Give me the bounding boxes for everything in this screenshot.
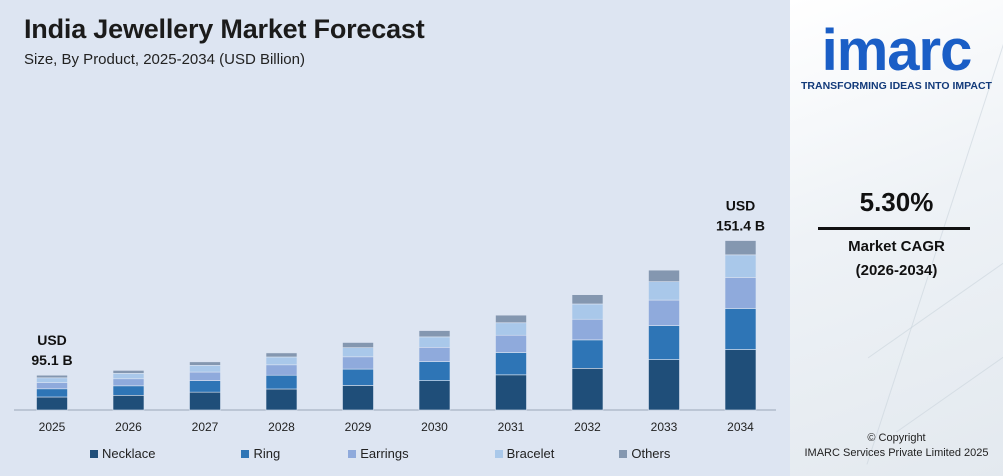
cagr-value: 5.30%: [859, 187, 934, 217]
bar-necklace-2033: [648, 359, 680, 411]
side-panel: imarc TRANSFORMING IDEAS INTO IMPACT 5.3…: [790, 0, 1003, 476]
x-tick-label-2027: 2027: [192, 420, 219, 434]
legend-item-bracelet: Bracelet: [494, 446, 555, 461]
legend-label-earrings: Earrings: [360, 446, 409, 461]
bar-necklace-2027: [189, 391, 221, 411]
cagr-divider: [818, 227, 970, 230]
bar-others-2026: [112, 370, 145, 374]
copyright-text: © Copyright: [867, 432, 926, 444]
legend-swatch-ring: [241, 449, 250, 458]
bar-ring-2030: [418, 361, 451, 381]
bar-earrings-2030: [418, 347, 451, 362]
bar-ring-2031: [495, 352, 527, 376]
legend-swatch-bracelet: [494, 449, 503, 458]
legend-item-ring: Ring: [241, 446, 280, 461]
bar-necklace-2030: [418, 380, 451, 411]
copyright-org: IMARC Services Private Limited 2025: [804, 447, 989, 459]
bar-earrings-2026: [112, 378, 145, 387]
bar-others-2032: [571, 294, 604, 305]
x-tick-label-2031: 2031: [498, 420, 525, 434]
bar-earrings-2033: [648, 299, 680, 326]
bar-necklace-2025: [36, 396, 68, 411]
bar-ring-2025: [36, 388, 68, 398]
bar-earrings-2029: [342, 356, 374, 370]
legend-item-earrings: Earrings: [348, 446, 409, 461]
bar-bracelet-2032: [571, 303, 604, 320]
legend-label-necklace: Necklace: [102, 446, 156, 461]
bar-bracelet-2028: [265, 356, 298, 366]
stacked-bar-chart: 2025 2026 2027 2028 2029 2030 2031 2032 2033 2034…: [14, 198, 776, 434]
data-label-2034-2: 151.4 B: [716, 218, 765, 234]
bar-others-2025: [36, 374, 68, 379]
bar-bracelet-2026: [112, 373, 145, 380]
chart-panel: 2025 2026 2027 2028 2029 2030 2031 2032 2033 2034…: [0, 0, 790, 476]
bar-ring-2032: [571, 339, 604, 369]
x-tick-label-2034: 2034: [727, 420, 754, 434]
bar-ring-2028: [265, 374, 298, 390]
bar-earrings-2028: [265, 364, 298, 376]
x-tick-label-2032: 2032: [574, 420, 601, 434]
bar-others-2027: [189, 361, 221, 366]
bar-necklace-2032: [571, 368, 604, 411]
bar-others-2030: [418, 330, 451, 338]
bar-bracelet-2029: [342, 347, 374, 358]
bar-earrings-2032: [571, 318, 604, 341]
bar-necklace-2026: [112, 395, 145, 411]
legend-swatch-earrings: [348, 449, 357, 458]
legend-label-others: Others: [631, 446, 671, 461]
bar-earrings-2027: [189, 371, 221, 381]
bar-ring-2033: [648, 325, 680, 360]
x-tick-label-2030: 2030: [421, 420, 448, 434]
legend-label-ring: Ring: [253, 446, 281, 461]
data-label-2034-1: USD: [726, 198, 756, 214]
bar-ring-2034: [724, 308, 757, 350]
bar-ring-2029: [342, 368, 374, 386]
bar-earrings-2031: [495, 334, 527, 353]
legend-item-necklace: Necklace: [90, 446, 155, 461]
legend-item-others: Others: [619, 446, 670, 461]
bar-others-2029: [342, 342, 374, 348]
bar-ring-2027: [189, 380, 221, 393]
data-label-2025-1: USD: [37, 332, 67, 348]
bar-others-2034: [724, 240, 757, 256]
bar-others-2028: [265, 352, 298, 358]
bar-earrings-2034: [724, 277, 757, 309]
bar-earrings-2025: [36, 382, 68, 390]
decorative-line: [867, 242, 1003, 359]
bar-bracelet-2027: [189, 365, 221, 373]
bar-bracelet-2031: [495, 322, 527, 336]
bar-necklace-2029: [342, 385, 374, 411]
legend-swatch-necklace: [90, 449, 98, 458]
chart-legend: Necklace Ring Earrings Bracelet Others: [90, 446, 670, 461]
x-tick-label-2029: 2029: [345, 420, 372, 434]
x-tick-label-2026: 2026: [115, 420, 142, 434]
bar-ring-2026: [112, 385, 145, 396]
bar-necklace-2034: [724, 349, 757, 411]
legend-label-bracelet: Bracelet: [506, 446, 555, 461]
cagr-label: Market CAGR: [848, 238, 945, 255]
data-label-2025-2: 95.1 B: [31, 352, 72, 368]
cagr-period: (2026-2034): [855, 262, 938, 279]
legend-swatch-others: [619, 449, 628, 458]
chart-title: India Jewellery Market Forecast: [24, 14, 425, 44]
brand-tagline: TRANSFORMING IDEAS INTO IMPACT: [801, 80, 992, 92]
bar-others-2031: [495, 314, 527, 324]
x-tick-label-2028: 2028: [268, 420, 295, 434]
bar-bracelet-2033: [648, 281, 680, 301]
bar-bracelet-2030: [418, 336, 451, 348]
bar-necklace-2031: [495, 374, 527, 411]
chart-subtitle: Size, By Product, 2025-2034 (USD Billion…: [24, 51, 305, 68]
x-tick-label-2025: 2025: [39, 420, 66, 434]
brand-logo: imarc: [821, 18, 973, 83]
bar-bracelet-2025: [36, 377, 68, 383]
x-tick-label-2033: 2033: [651, 420, 678, 434]
bar-others-2033: [648, 269, 680, 282]
bar-bracelet-2034: [724, 254, 757, 278]
bar-necklace-2028: [265, 388, 298, 411]
decorative-line: [895, 328, 1003, 433]
